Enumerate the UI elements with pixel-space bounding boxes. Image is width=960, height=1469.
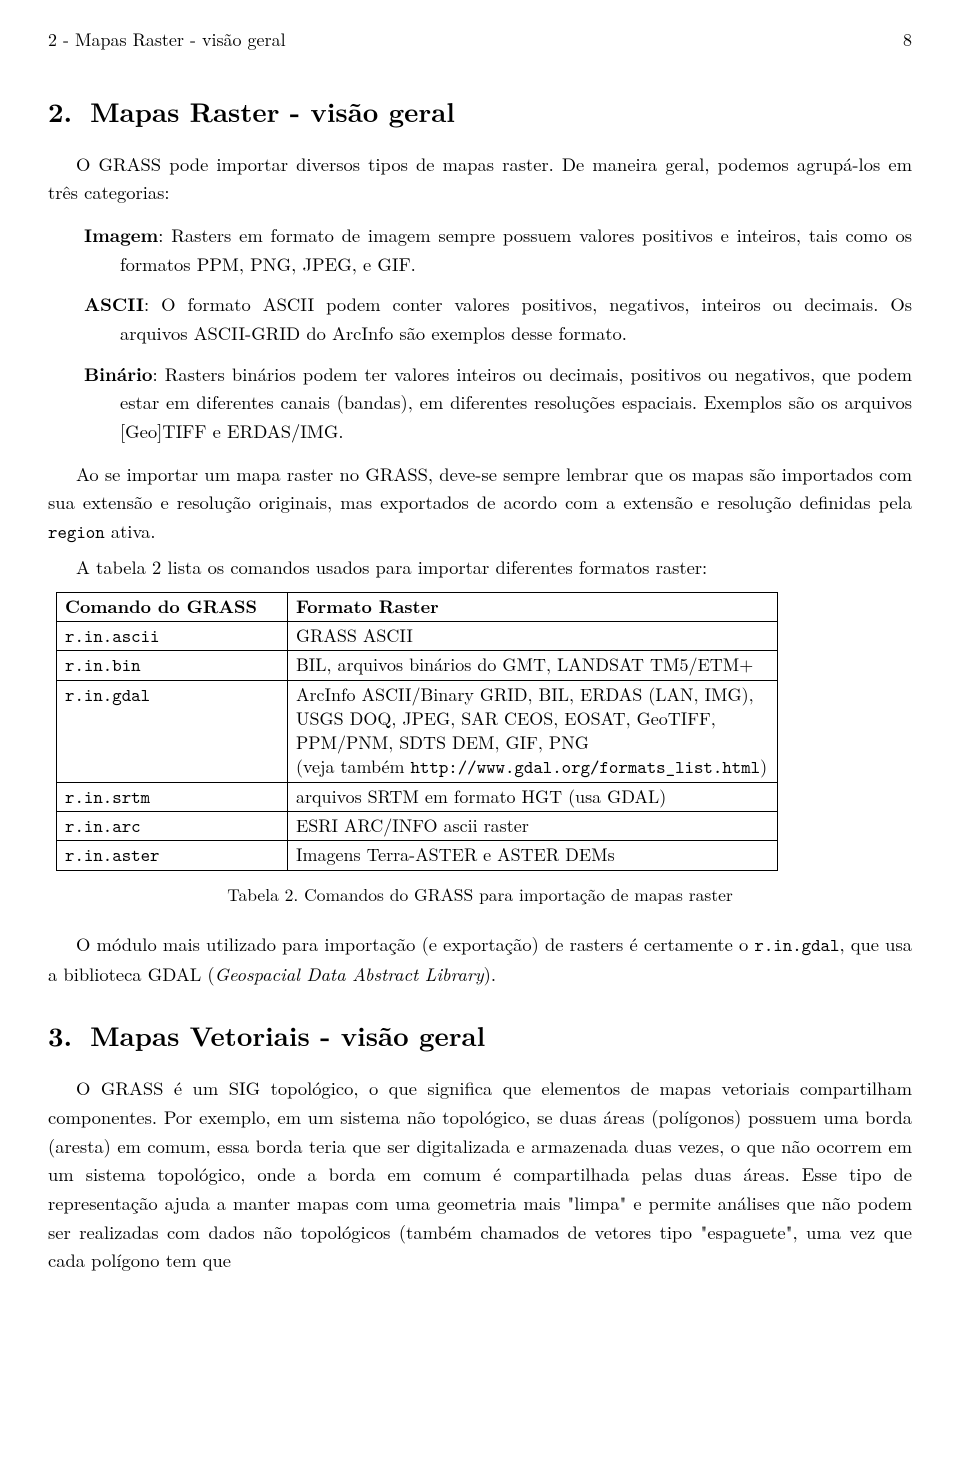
definition-binario: Binário: Rasters binários podem ter valo… bbox=[84, 360, 912, 446]
section-3-number: 3. bbox=[48, 1015, 72, 1054]
table-cell-format: ESRI ARC/INFO ascii raster bbox=[288, 812, 778, 841]
text: O módulo mais utilizado para importação … bbox=[76, 931, 754, 957]
text: ativa. bbox=[105, 518, 156, 544]
table-row: r.in.ascii GRASS ASCII bbox=[57, 621, 778, 650]
table-row: r.in.bin BIL, arquivos binários do GMT, … bbox=[57, 651, 778, 680]
section-3-title: Mapas Vetoriais - visão geral bbox=[90, 1015, 485, 1054]
table-cell-command: r.in.arc bbox=[57, 812, 288, 841]
table-cell-command: r.in.aster bbox=[57, 841, 288, 870]
code-gdal: r.in.gdal bbox=[754, 933, 839, 957]
table-cell-format: Imagens Terra-ASTER e ASTER DEMs bbox=[288, 841, 778, 870]
table-header-command: Comando do GRASS bbox=[57, 592, 288, 621]
table-intro-paragraph: A tabela 2 lista os comandos usados para… bbox=[48, 553, 912, 582]
table-cell-format: BIL, arquivos binários do GMT, LANDSAT T… bbox=[288, 651, 778, 680]
intro-paragraph: O GRASS pode importar diversos tipos de … bbox=[48, 150, 912, 207]
table-cell-command: r.in.ascii bbox=[57, 621, 288, 650]
text: Ao se importar um mapa raster no GRASS, … bbox=[48, 461, 912, 516]
running-header: 2 - Mapas Raster - visão geral 8 bbox=[48, 26, 912, 54]
section-2-heading: 2. Mapas Raster - visão geral bbox=[48, 90, 912, 132]
definition-list: Imagem: Rasters em formato de imagem sem… bbox=[84, 221, 912, 446]
table-cell-format: arquivos SRTM em formato HGT (usa GDAL) bbox=[288, 782, 778, 811]
section-3-heading: 3. Mapas Vetoriais - visão geral bbox=[48, 1014, 912, 1056]
definition-text: : Rasters binários podem ter valores int… bbox=[120, 361, 912, 444]
text: ) bbox=[760, 754, 767, 779]
table-cell-format: ArcInfo ASCII/Binary GRID, BIL, ERDAS (L… bbox=[288, 680, 778, 782]
table-row: r.in.arc ESRI ARC/INFO ascii raster bbox=[57, 812, 778, 841]
code-region: region bbox=[48, 520, 105, 544]
import-paragraph: Ao se importar um mapa raster no GRASS, … bbox=[48, 460, 912, 547]
running-header-page: 8 bbox=[903, 26, 912, 54]
gdal-libname: Geospacial Data Abstract Library bbox=[215, 961, 484, 987]
definition-term: ASCII bbox=[84, 291, 144, 317]
table-header-row: Comando do GRASS Formato Raster bbox=[57, 592, 778, 621]
definition-ascii: ASCII: O formato ASCII podem conter valo… bbox=[84, 290, 912, 347]
section-2-number: 2. bbox=[48, 91, 72, 130]
table-cell-command: r.in.bin bbox=[57, 651, 288, 680]
text: USGS DOQ, JPEG, SAR CEOS, EOSAT, GeoTIFF… bbox=[296, 706, 716, 731]
commands-table: Comando do GRASS Formato Raster r.in.asc… bbox=[56, 592, 778, 871]
table-header-format: Formato Raster bbox=[288, 592, 778, 621]
code-url: http://www.gdal.org/formats_list.html bbox=[410, 755, 760, 779]
text: ArcInfo ASCII/Binary GRID, BIL, ERDAS (L… bbox=[296, 682, 754, 707]
text: ). bbox=[484, 961, 496, 987]
text: PPM/PNM, SDTS DEM, GIF, PNG bbox=[296, 730, 589, 755]
table-caption: Tabela 2. Comandos do GRASS para importa… bbox=[48, 881, 912, 908]
text: (veja também bbox=[296, 754, 410, 779]
page: 2 - Mapas Raster - visão geral 8 2. Mapas… bbox=[0, 0, 960, 1469]
definition-text: : O formato ASCII podem conter valores p… bbox=[120, 291, 912, 346]
gdal-paragraph: O módulo mais utilizado para importação … bbox=[48, 930, 912, 989]
table-cell-command: r.in.srtm bbox=[57, 782, 288, 811]
definition-imagem: Imagem: Rasters em formato de imagem sem… bbox=[84, 221, 912, 278]
table-row: r.in.srtm arquivos SRTM em formato HGT (… bbox=[57, 782, 778, 811]
definition-text: : Rasters em formato de imagem sempre po… bbox=[120, 222, 912, 277]
table-row: r.in.aster Imagens Terra-ASTER e ASTER D… bbox=[57, 841, 778, 870]
section-2-title: Mapas Raster - visão geral bbox=[90, 91, 455, 130]
definition-term: Binário bbox=[84, 361, 153, 387]
running-header-left: 2 - Mapas Raster - visão geral bbox=[48, 26, 286, 54]
definition-term: Imagem bbox=[84, 222, 158, 248]
table-cell-format: GRASS ASCII bbox=[288, 621, 778, 650]
table-cell-command: r.in.gdal bbox=[57, 680, 288, 782]
table-row: r.in.gdal ArcInfo ASCII/Binary GRID, BIL… bbox=[57, 680, 778, 782]
vector-paragraph: O GRASS é um SIG topológico, o que signi… bbox=[48, 1074, 912, 1275]
